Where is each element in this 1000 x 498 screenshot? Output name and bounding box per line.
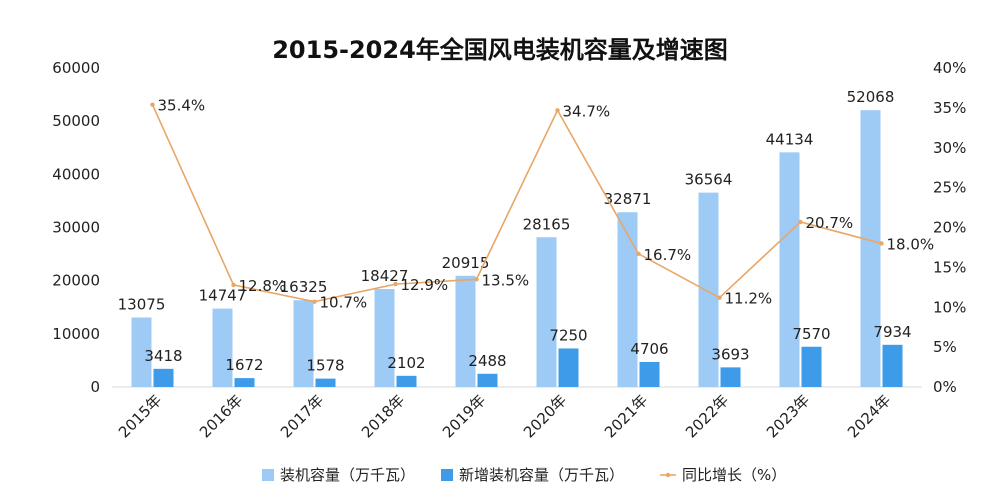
growth-rate-point xyxy=(393,281,398,287)
bar-installed-capacity xyxy=(617,212,638,387)
legend-swatch-installed-capacity xyxy=(262,469,274,481)
bar-installed-capacity xyxy=(374,289,395,387)
y-right-tick-label: 40% xyxy=(933,59,966,77)
y-right-tick-label: 15% xyxy=(933,258,966,276)
data-label-installed-capacity: 44134 xyxy=(766,130,814,148)
legend-marker-growth-rate xyxy=(665,472,671,478)
x-category-label: 2019年 xyxy=(439,391,489,441)
x-category-label: 2024年 xyxy=(844,391,894,441)
data-label-new-capacity: 7570 xyxy=(792,325,830,343)
bar-installed-capacity xyxy=(212,308,233,387)
x-category-label: 2015年 xyxy=(115,391,165,441)
data-label-new-capacity: 2488 xyxy=(468,352,506,370)
y-left-tick-label: 10000 xyxy=(52,325,100,343)
bar-installed-capacity xyxy=(698,192,719,387)
data-label-growth-rate: 12.8% xyxy=(239,277,287,295)
bar-new-capacity xyxy=(477,373,498,387)
bar-installed-capacity xyxy=(455,275,476,387)
x-category-label: 2020年 xyxy=(520,391,570,441)
y-left-tick-label: 50000 xyxy=(52,112,100,130)
bar-new-capacity xyxy=(720,367,741,387)
data-label-new-capacity: 4706 xyxy=(630,340,668,358)
y-right-tick-label: 30% xyxy=(933,139,966,157)
y-left-tick-label: 20000 xyxy=(52,272,100,290)
data-label-new-capacity: 7250 xyxy=(549,326,587,344)
growth-rate-point xyxy=(555,108,560,113)
y-left-tick-label: 40000 xyxy=(52,165,100,183)
bar-new-capacity xyxy=(396,375,417,387)
bar-installed-capacity xyxy=(779,152,800,387)
bar-new-capacity xyxy=(234,378,255,387)
data-label-growth-rate: 12.9% xyxy=(401,276,449,294)
y-left-tick-label: 0 xyxy=(90,378,100,396)
growth-rate-point xyxy=(474,277,479,282)
x-category-label: 2016年 xyxy=(196,391,246,441)
data-label-growth-rate: 13.5% xyxy=(482,271,530,289)
y-right-tick-label: 25% xyxy=(933,179,966,197)
y-left-tick-label: 60000 xyxy=(52,59,100,77)
x-category-label: 2018年 xyxy=(358,391,408,441)
data-label-new-capacity: 3693 xyxy=(711,345,749,363)
data-label-growth-rate: 35.4% xyxy=(158,97,206,115)
data-label-installed-capacity: 32871 xyxy=(604,190,652,208)
x-category-label: 2022年 xyxy=(682,391,732,441)
data-label-new-capacity: 1578 xyxy=(306,357,344,375)
growth-rate-point xyxy=(798,219,803,225)
y-right-tick-label: 10% xyxy=(933,298,966,316)
y-right-tick-label: 35% xyxy=(933,99,966,117)
bar-installed-capacity xyxy=(536,237,557,387)
data-label-growth-rate: 10.7% xyxy=(320,294,368,312)
data-label-installed-capacity: 18427 xyxy=(361,267,409,285)
data-label-new-capacity: 7934 xyxy=(873,323,911,341)
growth-rate-point xyxy=(312,299,317,304)
data-label-growth-rate: 16.7% xyxy=(644,246,692,264)
y-right-tick-label: 5% xyxy=(933,338,957,356)
data-label-growth-rate: 11.2% xyxy=(725,290,773,308)
growth-rate-point xyxy=(636,251,641,257)
x-category-label: 2021年 xyxy=(601,391,651,441)
y-left-tick-label: 30000 xyxy=(52,219,100,237)
growth-rate-point xyxy=(717,295,722,300)
bar-installed-capacity xyxy=(860,110,881,387)
bar-new-capacity xyxy=(801,346,822,387)
chart-title: 2015-2024年全国风电装机容量及增速图 xyxy=(272,36,728,64)
data-label-new-capacity: 2102 xyxy=(387,354,425,372)
growth-rate-line xyxy=(151,104,882,303)
data-label-installed-capacity: 36564 xyxy=(685,171,733,189)
y-right-tick-label: 0% xyxy=(933,378,957,396)
legend-label-growth-rate: 同比增长（%） xyxy=(682,466,786,484)
legend-label-new-capacity: 新增装机容量（万千瓦） xyxy=(459,466,624,484)
data-label-new-capacity: 1672 xyxy=(225,356,263,374)
bar-new-capacity xyxy=(639,361,660,387)
growth-rate-point xyxy=(150,102,155,107)
data-label-growth-rate: 18.0% xyxy=(887,235,935,253)
bar-new-capacity xyxy=(153,368,174,387)
data-label-installed-capacity: 20915 xyxy=(442,254,490,272)
bar-installed-capacity xyxy=(293,300,314,387)
data-label-installed-capacity: 16325 xyxy=(280,278,328,296)
x-category-label: 2017年 xyxy=(277,391,327,441)
data-label-growth-rate: 34.7% xyxy=(563,102,611,120)
data-label-installed-capacity: 52068 xyxy=(847,88,895,106)
data-label-installed-capacity: 14747 xyxy=(199,287,247,305)
bar-new-capacity xyxy=(315,378,336,387)
bar-new-capacity xyxy=(558,348,579,387)
x-category-label: 2023年 xyxy=(763,391,813,441)
bar-new-capacity xyxy=(882,344,903,387)
data-label-installed-capacity: 13075 xyxy=(118,295,166,313)
y-right-tick-label: 20% xyxy=(933,219,966,237)
growth-rate-point xyxy=(231,282,236,288)
legend-label-installed-capacity: 装机容量（万千瓦） xyxy=(280,466,415,484)
data-label-growth-rate: 20.7% xyxy=(806,214,854,232)
growth-rate-point xyxy=(879,241,884,246)
data-label-installed-capacity: 28165 xyxy=(523,215,571,233)
bar-installed-capacity xyxy=(131,317,152,387)
data-label-new-capacity: 3418 xyxy=(144,347,182,365)
legend-swatch-new-capacity xyxy=(441,469,453,481)
